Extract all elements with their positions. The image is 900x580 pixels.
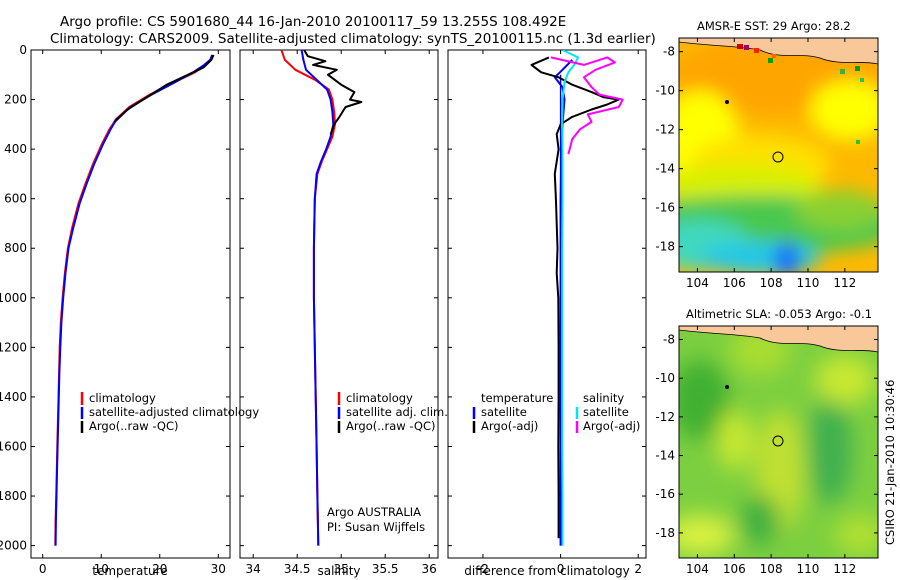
sst_map-lat-tick-label: -8 (663, 45, 675, 59)
depth-tick-label: 0 (19, 43, 27, 57)
sst_map-lon-tick-label: 104 (686, 276, 709, 290)
depth-tick-label: 400 (4, 142, 27, 156)
depth-tick-label: 1800 (0, 489, 27, 503)
sst-float-marker (772, 151, 784, 163)
difference-series-satellite (553, 59, 573, 546)
sst_map-lat-tick-label: -10 (655, 84, 675, 98)
temperature-x-tick-label: 20 (152, 562, 167, 576)
temperature-legend-item: Argo(..raw -QC) (89, 419, 179, 433)
depth-tick-label: 1400 (0, 390, 27, 404)
salinity-x-tick-label: 34 (246, 562, 261, 576)
figure-title-line1: Argo profile: CS 5901680_44 16-Jan-2010 … (60, 14, 566, 30)
sla_map-lat-tick-label: -10 (655, 371, 675, 385)
salinity-x-label: salinity (317, 564, 360, 578)
difference-series-satellite (561, 50, 580, 546)
temperature-series-argo-raw-qc- (114, 54, 215, 123)
temperature-axes-box (30, 49, 231, 559)
salinity-series-satellite-adj-clim- (300, 50, 335, 546)
difference-series-argo-adj- (550, 56, 624, 155)
sst_map-axes: 104 106 108 110 112 -8 -10 -12 -14 -16 -18 (655, 38, 878, 290)
difference-x-tick-label: 0 (557, 562, 565, 576)
sla_map-axes: 104 106 108 110 112 -8 -10 -12 -14 -16 -18 (655, 326, 878, 576)
sla_map-lat-tick-label: -8 (663, 333, 675, 347)
temperature-series-satellite-adjusted-climatology (54, 54, 214, 546)
temperature-panel: 0 10 20 30 0 200 400 600 800 1000 1200 1400 1600 1800… (0, 43, 231, 578)
difference-x-tick-label: 2 (634, 562, 642, 576)
difference-legend-item: Argo(-adj) (583, 419, 640, 433)
salinity-legend-item: climatology (346, 391, 413, 405)
depth-tick-label: 200 (4, 93, 27, 107)
depth-tick-label: 1600 (0, 439, 27, 453)
salinity-axes-box (239, 49, 439, 559)
depth-tick-label: 1000 (0, 291, 27, 305)
sla_map-lon-tick-label: 104 (686, 562, 709, 576)
sst_map-lon-tick-label: 106 (723, 276, 746, 290)
salinity-legend-item: satellite adj. clim. (346, 405, 448, 419)
salinity-legend: climatology satellite adj. clim. Argo(..… (327, 391, 448, 534)
difference-legend-item: satellite (481, 405, 527, 419)
sla_map-lon-tick-label: 106 (723, 562, 746, 576)
sst_map-lat-tick-label: -16 (655, 201, 675, 215)
difference-panel: -2 0 2 difference from climatology (447, 49, 647, 578)
sla-map: Altimetric SLA: -0.053 Argo: -0.1 (678, 307, 879, 559)
difference-legend-item: salinity (583, 391, 624, 405)
sla-map-title: Altimetric SLA: -0.053 Argo: -0.1 (686, 307, 872, 321)
sla_map-lat-tick-label: -14 (655, 449, 675, 463)
difference-x-tick-label: -2 (477, 562, 489, 576)
salinity-series-argo-raw-qc- (303, 50, 363, 135)
depth-tick-label: 800 (4, 241, 27, 255)
sla_map-lat-tick-label: -18 (655, 526, 675, 540)
difference-series-argo-adj- (530, 56, 620, 539)
sla_map-lon-tick-label: 108 (760, 562, 783, 576)
sst_map-lon-tick-label: 108 (760, 276, 783, 290)
sst-map-title: AMSR-E SST: 29 Argo: 28.2 (697, 19, 851, 33)
temperature-legend-item: climatology (89, 391, 156, 405)
temperature-series-climatology (54, 54, 213, 546)
depth-tick-label: 2000 (0, 539, 27, 553)
temperature-x-tick-label: 30 (211, 562, 226, 576)
depth-tick-label: 1200 (0, 340, 27, 354)
salinity-x-tick-label: 36 (422, 562, 437, 576)
temperature-x-tick-label: 10 (94, 562, 109, 576)
sst_map-lon-tick-label: 112 (833, 276, 856, 290)
sla_map-lon-tick-label: 112 (833, 562, 856, 576)
difference-x-label: difference from climatology (464, 564, 630, 578)
temperature-x-tick-label: 0 (39, 562, 47, 576)
temperature-x-label: temperature (92, 564, 167, 578)
sla_map-lat-tick-label: -16 (655, 487, 675, 501)
sla-float-marker (772, 435, 784, 447)
sla_map-lat-tick-label: -12 (655, 410, 675, 424)
temperature-legend: climatology satellite-adjusted climatolo… (80, 391, 259, 433)
salinity-x-tick-label: 35 (334, 562, 349, 576)
difference-axes-box (447, 49, 647, 559)
salinity-series-climatology (280, 50, 336, 546)
difference-legend-item: Argo(-adj) (481, 419, 538, 433)
institution-label: Argo AUSTRALIA (327, 505, 421, 519)
sst_map-lat-tick-label: -18 (655, 240, 675, 254)
pi-label: PI: Susan Wijffels (327, 520, 425, 534)
salinity-x-tick-label: 35.5 (372, 562, 399, 576)
sla_map-lon-tick-label: 110 (797, 562, 820, 576)
difference-legend-item: satellite (583, 405, 629, 419)
difference-legend-item: temperature (481, 391, 553, 405)
depth-tick-label: 600 (4, 192, 27, 206)
sst_map-lon-tick-label: 110 (797, 276, 820, 290)
temperature-legend-item: satellite-adjusted climatology (89, 405, 259, 419)
salinity-x-tick-label: 34.5 (284, 562, 311, 576)
side-stamp: CSIRO 21-Jan-2010 10:30:46 (883, 380, 897, 545)
sst_map-lat-tick-label: -12 (655, 123, 675, 137)
sst-map: AMSR-E SST: 29 Argo: 28.2 (678, 19, 879, 273)
figure-title-line2: Climatology: CARS2009. Satellite-adjuste… (50, 31, 656, 47)
sst_map-lat-tick-label: -14 (655, 162, 675, 176)
salinity-legend-item: Argo(..raw -QC) (346, 419, 436, 433)
difference-legend: temperature satellite Argo(-adj) salinit… (472, 391, 640, 433)
salinity-panel: 34 34.5 35 35.5 36 salinity (239, 49, 439, 578)
